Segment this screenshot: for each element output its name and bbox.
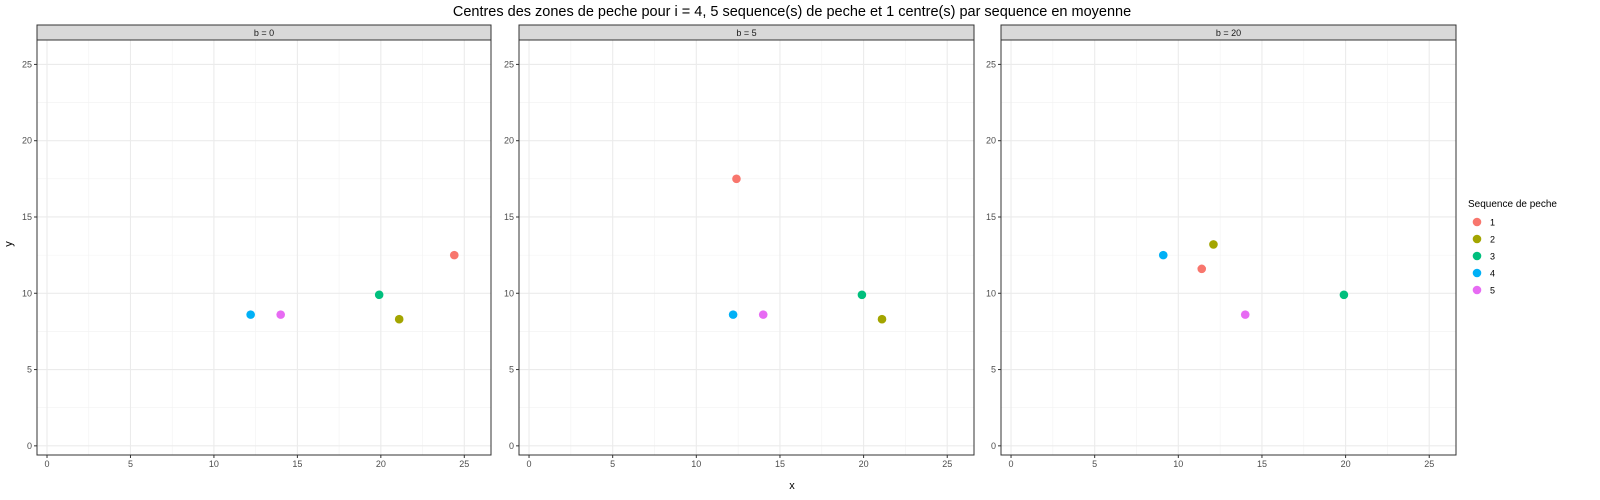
- legend-label: 2: [1490, 235, 1495, 245]
- legend-label: 5: [1490, 286, 1495, 296]
- data-point-series-1: [732, 174, 741, 184]
- plot-panel: [519, 40, 974, 455]
- data-point-series-3: [1339, 290, 1349, 300]
- y-tick-label: 0: [27, 441, 32, 451]
- legend-title: Sequence de peche: [1468, 199, 1557, 210]
- legend-item: 3: [1469, 248, 1495, 264]
- legend-label: 3: [1490, 252, 1495, 262]
- y-tick-label: 25: [504, 59, 514, 69]
- y-tick-label: 10: [986, 288, 996, 298]
- data-point-series-3: [857, 290, 867, 300]
- y-tick-label: 5: [509, 365, 514, 375]
- x-axis-title: x: [789, 480, 795, 492]
- y-tick-label: 0: [991, 441, 996, 451]
- legend-label: 1: [1490, 218, 1495, 228]
- y-tick-label: 15: [986, 212, 996, 222]
- facet-strip-label: b = 0: [254, 28, 274, 38]
- facet-panel: b = 20 0 5 10 15 20 25 0 5 10 15 20 25: [986, 24, 1457, 469]
- x-tick-label: 10: [209, 459, 219, 469]
- data-point-series-5: [276, 310, 285, 319]
- x-tick-label: 25: [1424, 459, 1434, 469]
- y-tick-label: 20: [22, 136, 32, 146]
- legend-label: 4: [1490, 269, 1495, 279]
- data-point-series-4: [728, 310, 738, 319]
- facet-strip-label: b = 5: [736, 28, 756, 38]
- y-tick-label: 25: [986, 59, 996, 69]
- legend-marker: [1472, 234, 1482, 244]
- data-point-series-1: [449, 250, 459, 260]
- x-tick-label: 0: [1009, 459, 1014, 469]
- plot-panel: [1001, 40, 1456, 455]
- x-tick-label: 15: [775, 459, 785, 469]
- legend-marker: [1472, 251, 1482, 261]
- panel-border: [518, 39, 975, 456]
- panel-border: [1000, 39, 1457, 456]
- legend-item: 4: [1469, 265, 1495, 281]
- x-tick-label: 25: [942, 459, 952, 469]
- y-tick-label: 20: [504, 136, 514, 146]
- plot-panel: [37, 40, 491, 455]
- chart-title: Centres des zones de peche pour i = 4, 5…: [453, 4, 1131, 20]
- legend: Sequence de peche 1 2 3 4 5: [1468, 199, 1557, 298]
- facet-panels: b = 0 0 5 10 15 20 25 0 5 10 15 20 25 b = 5 0 5 10 15 20 25…: [22, 24, 1457, 469]
- y-tick-label: 15: [504, 212, 514, 222]
- y-tick-label: 15: [22, 212, 32, 222]
- x-tick-label: 15: [1257, 459, 1267, 469]
- legend-item: 1: [1469, 214, 1495, 230]
- legend-item: 2: [1469, 231, 1495, 247]
- legend-item: 5: [1469, 282, 1495, 298]
- data-point-series-2: [394, 314, 404, 324]
- y-tick-label: 20: [986, 136, 996, 146]
- x-tick-label: 20: [376, 459, 386, 469]
- y-tick-label: 25: [22, 59, 32, 69]
- facet-panel: b = 0 0 5 10 15 20 25 0 5 10 15 20 25: [22, 24, 492, 469]
- data-point-series-5: [758, 310, 768, 319]
- x-tick-label: 10: [691, 459, 701, 469]
- x-tick-label: 20: [1341, 459, 1351, 469]
- y-tick-label: 5: [991, 365, 996, 375]
- y-tick-label: 10: [504, 288, 514, 298]
- x-tick-label: 15: [292, 459, 302, 469]
- facet-strip-label: b = 20: [1216, 28, 1241, 38]
- x-tick-label: 20: [859, 459, 869, 469]
- data-point-series-4: [1158, 250, 1168, 260]
- data-point-series-2: [1209, 240, 1218, 249]
- y-tick-label: 0: [509, 441, 514, 451]
- data-point-series-1: [1197, 264, 1207, 274]
- data-point-series-2: [877, 314, 887, 324]
- x-tick-label: 0: [45, 459, 50, 469]
- x-tick-label: 25: [459, 459, 469, 469]
- y-tick-label: 10: [22, 288, 32, 298]
- x-tick-label: 5: [128, 459, 133, 469]
- panel-border: [36, 39, 492, 456]
- legend-marker: [1472, 217, 1482, 227]
- x-tick-label: 5: [610, 459, 615, 469]
- y-axis-title: y: [3, 241, 15, 247]
- data-point-series-3: [374, 290, 384, 300]
- data-point-series-4: [246, 310, 255, 319]
- legend-marker: [1472, 285, 1482, 295]
- x-tick-label: 0: [527, 459, 532, 469]
- x-tick-label: 10: [1173, 459, 1183, 469]
- x-tick-label: 5: [1092, 459, 1097, 469]
- data-point-series-5: [1240, 310, 1250, 319]
- facet-panel: b = 5 0 5 10 15 20 25 0 5 10 15 20 25: [504, 24, 975, 469]
- legend-marker: [1472, 268, 1482, 278]
- y-tick-label: 5: [27, 365, 32, 375]
